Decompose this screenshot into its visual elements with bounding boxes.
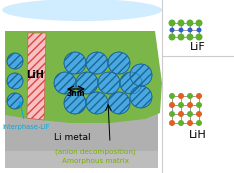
Circle shape xyxy=(169,111,175,117)
Circle shape xyxy=(187,93,193,99)
Circle shape xyxy=(108,52,130,74)
Circle shape xyxy=(64,92,86,114)
Circle shape xyxy=(178,20,184,26)
Circle shape xyxy=(54,72,76,94)
Circle shape xyxy=(169,28,175,33)
Circle shape xyxy=(86,92,108,114)
Circle shape xyxy=(186,20,194,26)
Text: (anion decomposition): (anion decomposition) xyxy=(55,149,135,155)
Text: LiF: LiF xyxy=(190,42,206,52)
Polygon shape xyxy=(5,31,162,123)
Circle shape xyxy=(76,72,98,94)
Circle shape xyxy=(108,92,130,114)
Circle shape xyxy=(7,93,23,109)
Circle shape xyxy=(120,72,142,94)
Circle shape xyxy=(130,86,152,108)
Circle shape xyxy=(169,102,175,108)
Circle shape xyxy=(7,53,23,69)
Polygon shape xyxy=(5,105,158,168)
Circle shape xyxy=(178,120,184,126)
Circle shape xyxy=(178,34,184,40)
Circle shape xyxy=(197,28,201,33)
Circle shape xyxy=(64,52,86,74)
Text: LiH: LiH xyxy=(189,130,207,140)
Circle shape xyxy=(179,28,183,33)
Circle shape xyxy=(187,120,193,126)
Ellipse shape xyxy=(2,0,162,21)
Polygon shape xyxy=(5,151,158,168)
Polygon shape xyxy=(27,33,46,120)
Circle shape xyxy=(169,120,175,126)
Circle shape xyxy=(186,34,194,40)
Text: 3nm: 3nm xyxy=(67,89,85,98)
Text: Interphase-LiF: Interphase-LiF xyxy=(2,102,50,130)
Circle shape xyxy=(98,72,120,94)
Circle shape xyxy=(130,64,152,86)
Circle shape xyxy=(178,111,184,117)
Circle shape xyxy=(169,93,175,99)
Circle shape xyxy=(168,20,176,26)
Circle shape xyxy=(195,20,202,26)
Circle shape xyxy=(7,73,23,89)
Circle shape xyxy=(196,93,202,99)
Circle shape xyxy=(196,120,202,126)
Circle shape xyxy=(196,102,202,108)
Circle shape xyxy=(86,52,108,74)
Circle shape xyxy=(168,34,176,40)
Circle shape xyxy=(187,111,193,117)
Text: LiH: LiH xyxy=(26,70,44,80)
Circle shape xyxy=(187,102,193,108)
Text: Li metal: Li metal xyxy=(54,134,90,143)
Circle shape xyxy=(178,93,184,99)
Circle shape xyxy=(195,34,202,40)
Circle shape xyxy=(178,102,184,108)
Circle shape xyxy=(196,111,202,117)
Circle shape xyxy=(187,28,193,33)
Text: Amorphous matrix: Amorphous matrix xyxy=(62,158,128,164)
